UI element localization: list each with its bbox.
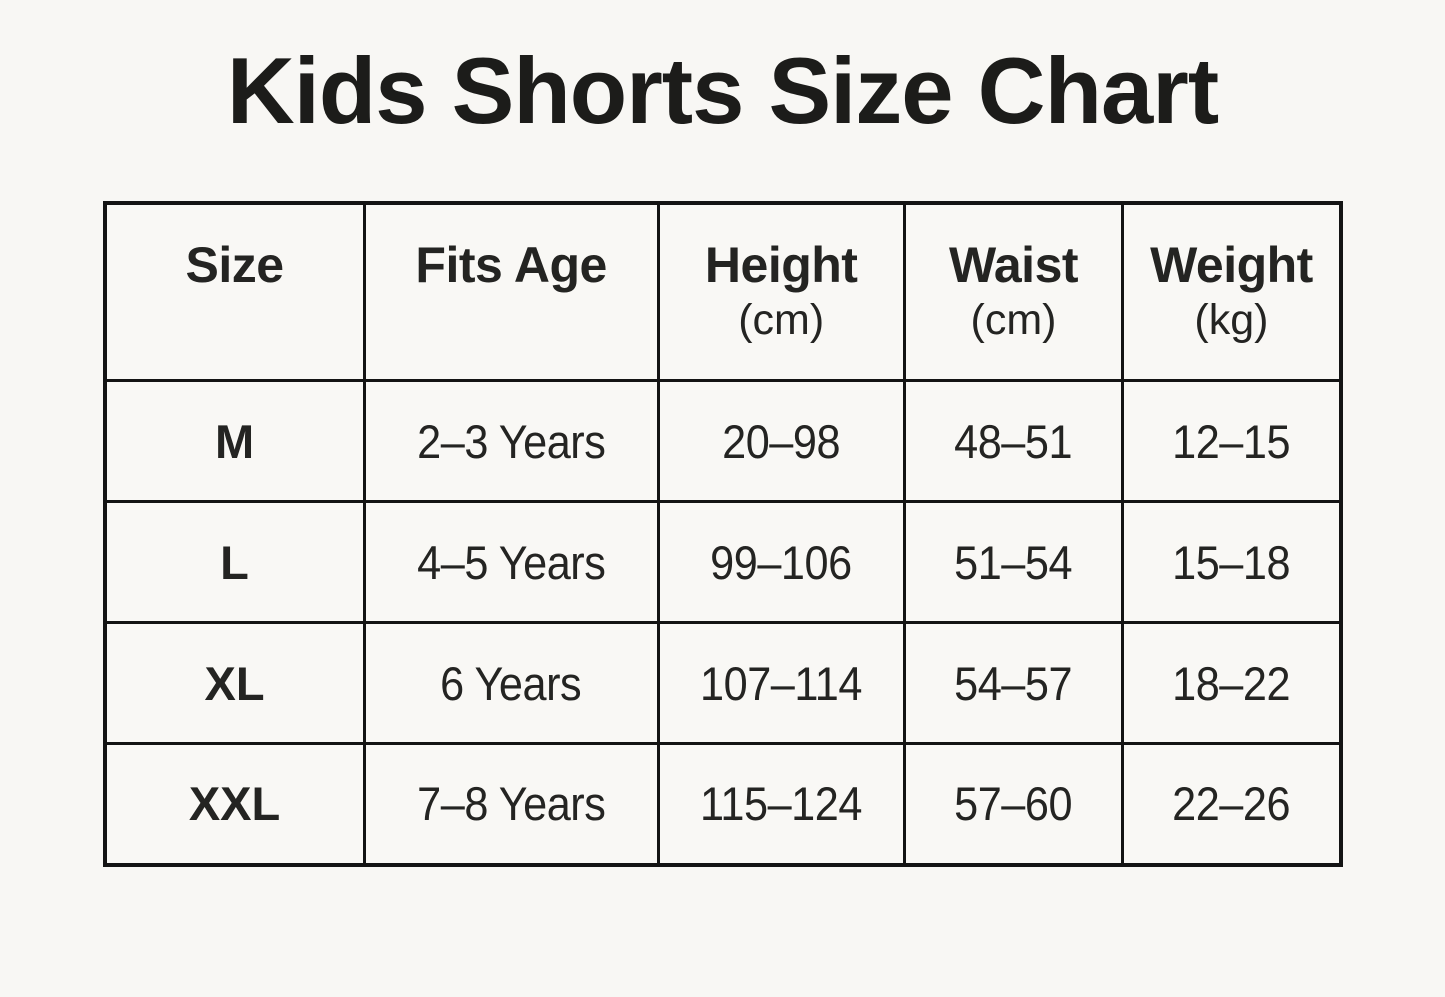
table-row-l: L 4–5 Years 99–106 51–54 15–18 [103,500,1342,625]
header-unit-size [107,295,363,347]
cell-height: 20–98 [656,379,906,504]
cell-value: 115–124 [700,777,863,831]
cell-value: L [220,535,249,589]
cell-waist: 54–57 [902,621,1125,746]
header-row: Size Fits Age Height (cm) Waist (cm) Wei… [103,201,1342,383]
cell-value: 22–26 [1172,777,1291,831]
cell-value: 54–57 [954,656,1073,710]
header-cell-size: Size [103,201,366,383]
header-unit-height: (cm) [738,296,825,345]
cell-waist: 48–51 [902,379,1125,504]
header-cell-waist: Waist (cm) [902,201,1125,383]
cell-fits-age: 7–8 Years [362,742,660,867]
header-cell-fits-age: Fits Age [362,201,660,383]
cell-value: 99–106 [710,535,852,589]
cell-height: 115–124 [656,742,906,867]
header-cell-height: Height (cm) [656,201,906,383]
cell-value: 51–54 [954,535,1073,589]
cell-value: 57–60 [954,777,1073,831]
cell-value: 20–98 [722,414,841,468]
cell-waist: 57–60 [902,742,1125,867]
cell-value: 15–18 [1172,535,1291,589]
header-label-height: Height [704,237,858,294]
cell-weight: 22–26 [1121,742,1342,867]
cell-size: M [103,379,366,504]
table-row-xl: XL 6 Years 107–114 54–57 18–22 [103,621,1342,746]
cell-value: 4–5 Years [417,535,606,589]
header-label-size: Size [185,237,284,294]
cell-height: 99–106 [656,500,906,625]
header-unit-fits-age [366,295,657,347]
cell-fits-age: 4–5 Years [362,500,660,625]
cell-value: XXL [188,777,281,831]
table-row-xxl: XXL 7–8 Years 115–124 57–60 22–26 [103,742,1342,867]
size-chart-page: Kids Shorts Size Chart Size Fits Age Hei… [0,34,1445,997]
cell-value: 107–114 [700,656,863,710]
cell-weight: 18–22 [1121,621,1342,746]
cell-value: M [214,414,255,468]
cell-fits-age: 2–3 Years [362,379,660,504]
header-cell-weight: Weight (kg) [1121,201,1342,383]
header-label-waist: Waist [949,237,1079,294]
header-label-weight: Weight [1150,237,1313,294]
cell-value: XL [204,656,265,710]
cell-size: XXL [103,742,366,867]
cell-size: L [103,500,366,625]
header-label-fits-age: Fits Age [415,237,607,294]
cell-value: 7–8 Years [417,777,606,831]
cell-value: 12–15 [1172,414,1291,468]
cell-value: 18–22 [1172,656,1291,710]
header-unit-weight: (kg) [1194,296,1269,345]
cell-value: 6 Years [440,656,583,710]
cell-size: XL [103,621,366,746]
cell-value: 2–3 Years [417,414,606,468]
size-chart-table: Size Fits Age Height (cm) Waist (cm) Wei… [102,200,1343,867]
cell-weight: 15–18 [1121,500,1342,625]
cell-height: 107–114 [656,621,906,746]
cell-waist: 51–54 [902,500,1125,625]
table-row-m: M 2–3 Years 20–98 48–51 12–15 [103,379,1342,504]
cell-value: 48–51 [954,414,1073,468]
page-title: Kids Shorts Size Chart [226,38,1219,143]
cell-fits-age: 6 Years [362,621,660,746]
header-unit-waist: (cm) [970,296,1057,345]
cell-weight: 12–15 [1121,379,1342,504]
